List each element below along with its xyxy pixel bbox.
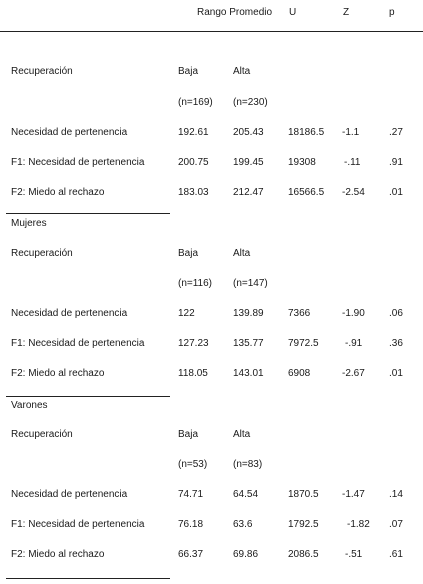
- row-low: 200.75: [178, 157, 209, 168]
- row-u: 7972.5: [288, 338, 319, 349]
- row-high: 199.45: [233, 157, 264, 168]
- row-u: 1870.5: [288, 489, 319, 500]
- bottom-rule: [6, 578, 170, 579]
- row-p: .01: [389, 368, 403, 379]
- row-low: 192.61: [178, 127, 209, 138]
- row-z: -.51: [345, 549, 363, 560]
- row-u: 18186.5: [288, 127, 325, 138]
- group-label: Recuperación: [11, 66, 73, 77]
- row-high: 135.77: [233, 338, 264, 349]
- row-z: -.91: [345, 338, 363, 349]
- high-label: Alta: [233, 248, 251, 259]
- header-u: U: [289, 7, 297, 18]
- row-p: .14: [389, 489, 403, 500]
- low-n: (n=53): [178, 459, 208, 470]
- row-low: 76.18: [178, 519, 204, 530]
- row-z: -1.82: [347, 519, 370, 530]
- row-high: 139.89: [233, 308, 264, 319]
- high-label: Alta: [233, 429, 251, 440]
- row-high: 69.86: [233, 549, 259, 560]
- row-label: F1: Necesidad de pertenencia: [11, 519, 145, 530]
- row-low: 183.03: [178, 187, 209, 198]
- row-u: 16566.5: [288, 187, 325, 198]
- row-p: .01: [389, 187, 403, 198]
- low-n: (n=169): [178, 97, 213, 108]
- group-label: Recuperación: [11, 248, 73, 259]
- header-p: p: [389, 7, 395, 18]
- row-high: 63.6: [233, 519, 253, 530]
- row-label: F2: Miedo al rechazo: [11, 187, 105, 198]
- row-p: .36: [389, 338, 403, 349]
- row-z: -1.47: [342, 489, 365, 500]
- row-high: 64.54: [233, 489, 259, 500]
- section-title: Mujeres: [11, 218, 47, 229]
- row-z: -2.67: [342, 368, 365, 379]
- row-label: Necesidad de pertenencia: [11, 489, 128, 500]
- row-z: -1.90: [342, 308, 365, 319]
- group-label: Recuperación: [11, 429, 73, 440]
- row-low: 66.37: [178, 549, 204, 560]
- row-p: .61: [389, 549, 403, 560]
- header-z: Z: [343, 7, 350, 18]
- row-low: 127.23: [178, 338, 209, 349]
- row-p: .06: [389, 308, 403, 319]
- row-u: 7366: [288, 308, 311, 319]
- row-label: Necesidad de pertenencia: [11, 308, 128, 319]
- row-label: F1: Necesidad de pertenencia: [11, 157, 145, 168]
- row-z: -1.1: [342, 127, 360, 138]
- row-u: 2086.5: [288, 549, 319, 560]
- high-n: (n=230): [233, 97, 268, 108]
- row-high: 143.01: [233, 368, 264, 379]
- row-high: 212.47: [233, 187, 264, 198]
- row-label: Necesidad de pertenencia: [11, 127, 128, 138]
- row-low: 118.05: [178, 368, 208, 379]
- row-z: -2.54: [342, 187, 365, 198]
- low-n: (n=116): [178, 278, 213, 289]
- row-high: 205.43: [233, 127, 264, 138]
- row-u: 6908: [288, 368, 311, 379]
- header-rank-mean: Rango Promedio: [197, 7, 273, 18]
- high-label: Alta: [233, 66, 251, 77]
- row-p: .07: [389, 519, 403, 530]
- row-label: F2: Miedo al rechazo: [11, 368, 105, 379]
- row-u: 1792.5: [288, 519, 319, 530]
- row-p: .27: [389, 127, 403, 138]
- high-n: (n=83): [233, 459, 263, 470]
- row-low: 74.71: [178, 489, 204, 500]
- row-p: .91: [389, 157, 403, 168]
- section-rule: [6, 396, 170, 397]
- section-title: Varones: [11, 400, 48, 411]
- low-label: Baja: [178, 429, 199, 440]
- section-rule: [6, 213, 170, 214]
- row-low: 122: [178, 308, 195, 319]
- low-label: Baja: [178, 66, 199, 77]
- row-u: 19308: [288, 157, 316, 168]
- row-label: F2: Miedo al rechazo: [11, 549, 105, 560]
- header-rule: [0, 31, 423, 32]
- high-n: (n=147): [233, 278, 268, 289]
- row-z: -.11: [344, 157, 361, 168]
- row-label: F1: Necesidad de pertenencia: [11, 338, 145, 349]
- low-label: Baja: [178, 248, 199, 259]
